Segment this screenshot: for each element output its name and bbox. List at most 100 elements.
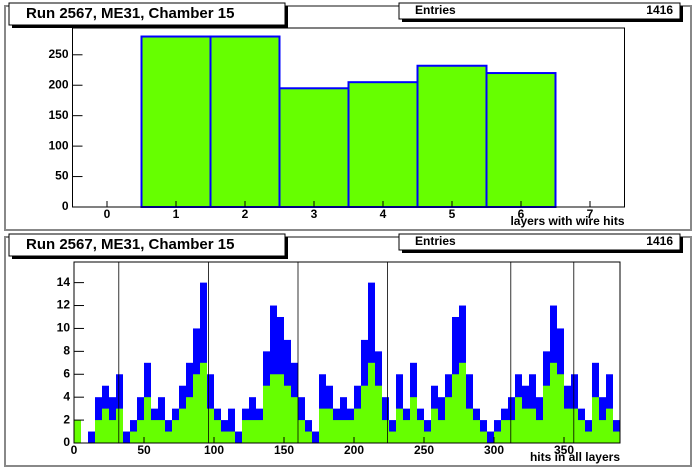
x-tick-label: 150 <box>274 443 294 457</box>
plot-frame <box>73 261 621 444</box>
stats-box <box>398 233 681 251</box>
histogram-bar <box>235 431 242 443</box>
histogram-bar <box>95 420 102 443</box>
histogram-bar <box>550 362 557 443</box>
histogram-bar <box>228 431 235 443</box>
histogram-bar <box>158 420 165 443</box>
histogram-bar <box>312 431 319 443</box>
x-axis-label: layers with wire hits <box>510 214 624 228</box>
x-tick-label: 0 <box>104 207 111 221</box>
title-box <box>8 233 286 257</box>
histogram-bar <box>592 397 599 443</box>
histogram-bar <box>74 420 81 443</box>
histogram-bar <box>403 420 410 443</box>
histogram-bar <box>291 397 298 443</box>
stats-label: Entries <box>415 3 456 17</box>
x-tick-label: 5 <box>449 207 456 221</box>
histogram-bar <box>459 362 466 443</box>
title-box <box>8 2 286 26</box>
histogram-bar <box>305 431 312 443</box>
histogram-bar <box>186 397 193 443</box>
histogram-bar <box>445 397 452 443</box>
histogram-bar <box>515 397 522 443</box>
histogram-bar <box>501 420 508 443</box>
x-tick-label: 7 <box>587 207 594 221</box>
histogram-bar <box>249 420 256 443</box>
x-tick-label: 350 <box>554 443 574 457</box>
histogram-bar <box>200 362 207 443</box>
plot-frame <box>72 27 625 208</box>
histogram-bar <box>494 431 501 443</box>
histogram-bar <box>522 408 529 443</box>
histogram-bar <box>298 420 305 443</box>
histogram-bar <box>221 431 228 443</box>
histogram-bar <box>361 385 368 443</box>
histogram-bar <box>165 431 172 443</box>
x-tick-label: 200 <box>344 443 364 457</box>
histogram-bar <box>278 87 350 208</box>
histogram-bar <box>256 420 263 443</box>
histogram-bar <box>416 64 488 208</box>
histogram-bar <box>410 397 417 443</box>
histogram-bar <box>424 431 431 443</box>
histogram-bar <box>599 420 606 443</box>
stats-value: 1416 <box>646 234 673 248</box>
histogram-bar <box>88 431 95 443</box>
y-tick-label: 2 <box>63 412 70 426</box>
histogram-bar <box>452 374 459 443</box>
histogram-bar <box>207 408 214 443</box>
histogram-bar <box>578 420 585 443</box>
x-tick-label: 2 <box>242 207 249 221</box>
histogram-bar <box>123 431 130 443</box>
y-tick-label: 150 <box>48 108 68 122</box>
y-tick-label: 12 <box>57 298 71 312</box>
x-tick-label: 100 <box>204 443 224 457</box>
histogram-bar <box>375 385 382 443</box>
x-tick-label: 0 <box>71 443 78 457</box>
histogram-bar <box>340 420 347 443</box>
histogram-bar <box>137 420 144 443</box>
x-tick-label: 300 <box>484 443 504 457</box>
histogram-bar <box>277 374 284 443</box>
histogram-bar <box>473 420 480 443</box>
histogram-bar <box>326 408 333 443</box>
x-tick-label: 50 <box>137 443 151 457</box>
y-tick-label: 8 <box>63 344 70 358</box>
histogram-bar <box>487 431 494 443</box>
histogram-bar <box>144 397 151 443</box>
histogram-bar <box>284 385 291 443</box>
histogram-bar <box>382 420 389 443</box>
y-tick-label: 4 <box>63 389 70 403</box>
histogram-bar <box>209 35 281 209</box>
y-tick-label: 250 <box>48 47 68 61</box>
histogram-bar <box>130 431 137 443</box>
histogram-bar <box>102 408 109 443</box>
histogram-bar <box>242 420 249 443</box>
histogram-bar <box>116 408 123 443</box>
histogram-bar <box>564 408 571 443</box>
histogram-bar <box>417 420 424 443</box>
stats-box <box>398 2 681 20</box>
histogram-bar <box>179 408 186 443</box>
histogram-bar <box>466 408 473 443</box>
histogram-bar <box>151 420 158 443</box>
histogram-bar <box>529 408 536 443</box>
histogram-bar <box>536 420 543 443</box>
chart-title: Run 2567, ME31, Chamber 15 <box>26 236 234 253</box>
histogram-bar <box>543 385 550 443</box>
y-tick-label: 14 <box>57 275 71 289</box>
histogram-bar <box>613 431 620 443</box>
x-tick-label: 250 <box>414 443 434 457</box>
histogram-bar <box>140 35 212 209</box>
y-tick-label: 0 <box>63 435 70 449</box>
histogram-bar <box>485 72 557 208</box>
histogram-bar <box>270 374 277 443</box>
histogram-bar <box>333 420 340 443</box>
histogram-bar <box>480 431 487 443</box>
histogram-bar <box>263 385 270 443</box>
y-tick-label: 10 <box>57 321 71 335</box>
histogram-bar <box>109 420 116 443</box>
chart-title: Run 2567, ME31, Chamber 15 <box>26 5 234 22</box>
x-tick-label: 4 <box>380 207 387 221</box>
histogram-bar <box>508 420 515 443</box>
